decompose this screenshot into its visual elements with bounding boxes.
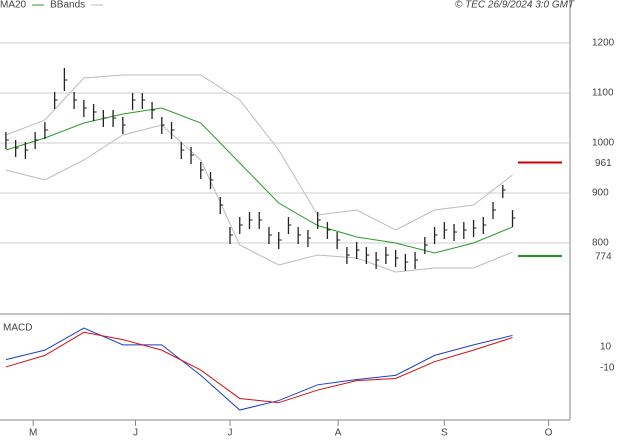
legend-label: MA20: [0, 0, 27, 11]
macd-line: [5, 331, 513, 404]
y-tick-label: 10: [600, 342, 612, 353]
legend-label: BBands: [50, 0, 85, 11]
y-tick-label: 800: [592, 238, 609, 249]
y-tick-label: 1100: [592, 88, 614, 99]
y-tick-label: -10: [600, 363, 615, 374]
bband-upper: [5, 74, 513, 231]
level-label: 961: [595, 158, 612, 169]
y-tick-label: 1000: [592, 138, 615, 149]
y-tick-label: 900: [592, 188, 609, 199]
panel-title: MACD: [3, 323, 32, 334]
x-tick-label: A: [335, 428, 342, 439]
ma-line: [5, 107, 513, 254]
bband-lower: [5, 124, 513, 273]
copyright: © TEC 26/9/2024 3:0 GMT: [455, 0, 575, 11]
level-label: 774: [595, 252, 612, 263]
x-tick-label: O: [545, 428, 553, 439]
x-tick-label: M: [29, 428, 37, 439]
x-tick-label: J: [133, 428, 138, 439]
y-tick-label: 1200: [592, 38, 615, 49]
x-tick-label: J: [227, 428, 232, 439]
macd-line: [5, 327, 513, 411]
x-tick-label: S: [441, 428, 448, 439]
